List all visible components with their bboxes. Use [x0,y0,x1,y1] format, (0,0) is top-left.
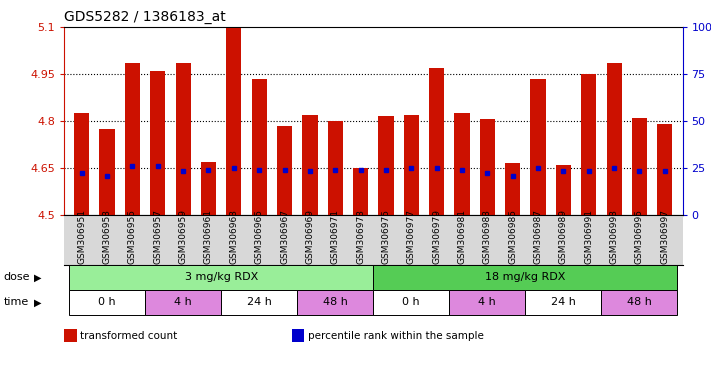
Text: 4 h: 4 h [479,297,496,308]
Text: 48 h: 48 h [323,297,348,308]
Bar [221,290,297,315]
Bar [657,124,673,215]
Text: GDS5282 / 1386183_at: GDS5282 / 1386183_at [64,10,225,25]
Bar [373,290,449,315]
Text: dose: dose [4,272,30,283]
Text: 48 h: 48 h [627,297,652,308]
Bar [302,115,318,215]
Bar [602,290,678,315]
Bar [606,63,621,215]
Bar [125,63,140,215]
Bar [145,290,221,315]
Text: 24 h: 24 h [247,297,272,308]
Bar [69,290,145,315]
Text: 18 mg/kg RDX: 18 mg/kg RDX [485,272,565,283]
Bar [74,113,90,215]
Bar [69,265,373,290]
Bar [176,63,191,215]
Bar [480,119,495,215]
Bar [150,71,166,215]
Text: time: time [4,297,29,308]
Text: transformed count: transformed count [80,331,178,341]
Bar [556,165,571,215]
Bar [353,168,368,215]
Bar [328,121,343,215]
Bar [404,115,419,215]
Bar [505,163,520,215]
Bar [277,126,292,215]
Text: ▶: ▶ [34,297,42,308]
Text: ▶: ▶ [34,272,42,283]
Bar [226,28,242,215]
Text: 0 h: 0 h [402,297,420,308]
Bar [454,113,469,215]
Bar [100,129,114,215]
Bar [525,290,602,315]
Text: percentile rank within the sample: percentile rank within the sample [308,331,483,341]
Bar [378,116,394,215]
Bar [632,118,647,215]
Bar [429,68,444,215]
Bar [201,162,216,215]
Bar [530,79,545,215]
Bar [252,79,267,215]
Bar [581,74,597,215]
Bar [449,290,525,315]
Bar [373,265,678,290]
Text: 24 h: 24 h [551,297,576,308]
Bar [297,290,373,315]
Text: 0 h: 0 h [98,297,116,308]
Text: 4 h: 4 h [174,297,192,308]
Text: 3 mg/kg RDX: 3 mg/kg RDX [185,272,258,283]
